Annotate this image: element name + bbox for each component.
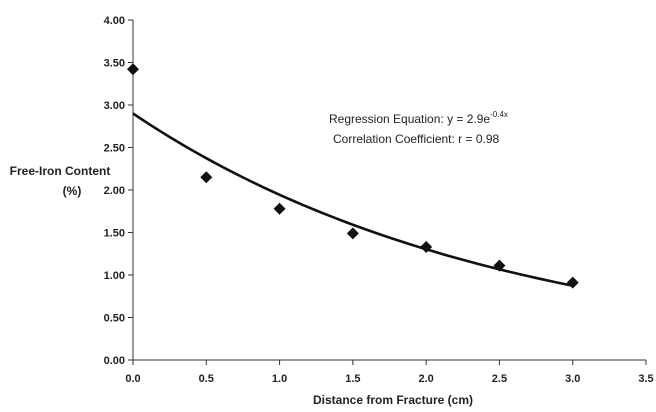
y-tick-label: 4.00 [104, 15, 125, 27]
data-point [493, 259, 506, 272]
data-point [346, 227, 359, 240]
regression-equation-base: Regression Equation: y = 2.9e [329, 112, 490, 126]
y-tick-label: 2.00 [104, 185, 125, 197]
y-axis-label-line1: Free-Iron Content [10, 164, 111, 178]
x-tick-label: 0.0 [125, 373, 140, 385]
x-tick-label: 1.5 [345, 373, 360, 385]
y-tick-label: 1.00 [104, 270, 125, 282]
y-tick-label: 0.50 [104, 313, 125, 325]
regression-equation-exponent: -0.4x [490, 110, 508, 119]
y-tick-label: 1.50 [104, 228, 125, 240]
y-ticks: 0.00 0.50 1.00 1.50 2.00 2.50 3.00 3.50 4.00 [104, 15, 133, 367]
data-points [127, 63, 579, 289]
data-point [273, 202, 286, 215]
y-tick-label: 3.50 [104, 58, 125, 70]
correlation-coefficient: Correlation Coefficient: r = 0.98 [333, 132, 500, 146]
data-point [566, 276, 579, 289]
x-axis-label: Distance from Fracture (cm) [313, 393, 473, 407]
y-tick-label: 2.50 [104, 143, 125, 155]
x-tick-label: 3.0 [565, 373, 580, 385]
y-axis-label-line2: (%) [63, 184, 82, 198]
y-tick-label: 0.00 [104, 355, 125, 367]
data-point [127, 63, 139, 76]
x-tick-label: 2.0 [418, 373, 433, 385]
data-point [420, 240, 433, 253]
regression-equation: Regression Equation: y = 2.9e-0.4x [329, 110, 508, 126]
x-ticks: 0.0 0.5 1.0 1.5 2.0 2.5 3.0 3.5 [125, 360, 654, 385]
x-tick-label: 2.5 [492, 373, 507, 385]
data-point [200, 171, 213, 184]
x-tick-label: 0.5 [199, 373, 214, 385]
plot-area: 0.00 0.50 1.00 1.50 2.00 2.50 3.00 3.50 4.00 0.0… [104, 15, 654, 385]
y-tick-label: 3.00 [104, 100, 125, 112]
x-tick-label: 3.5 [638, 373, 653, 385]
x-tick-label: 1.0 [272, 373, 287, 385]
